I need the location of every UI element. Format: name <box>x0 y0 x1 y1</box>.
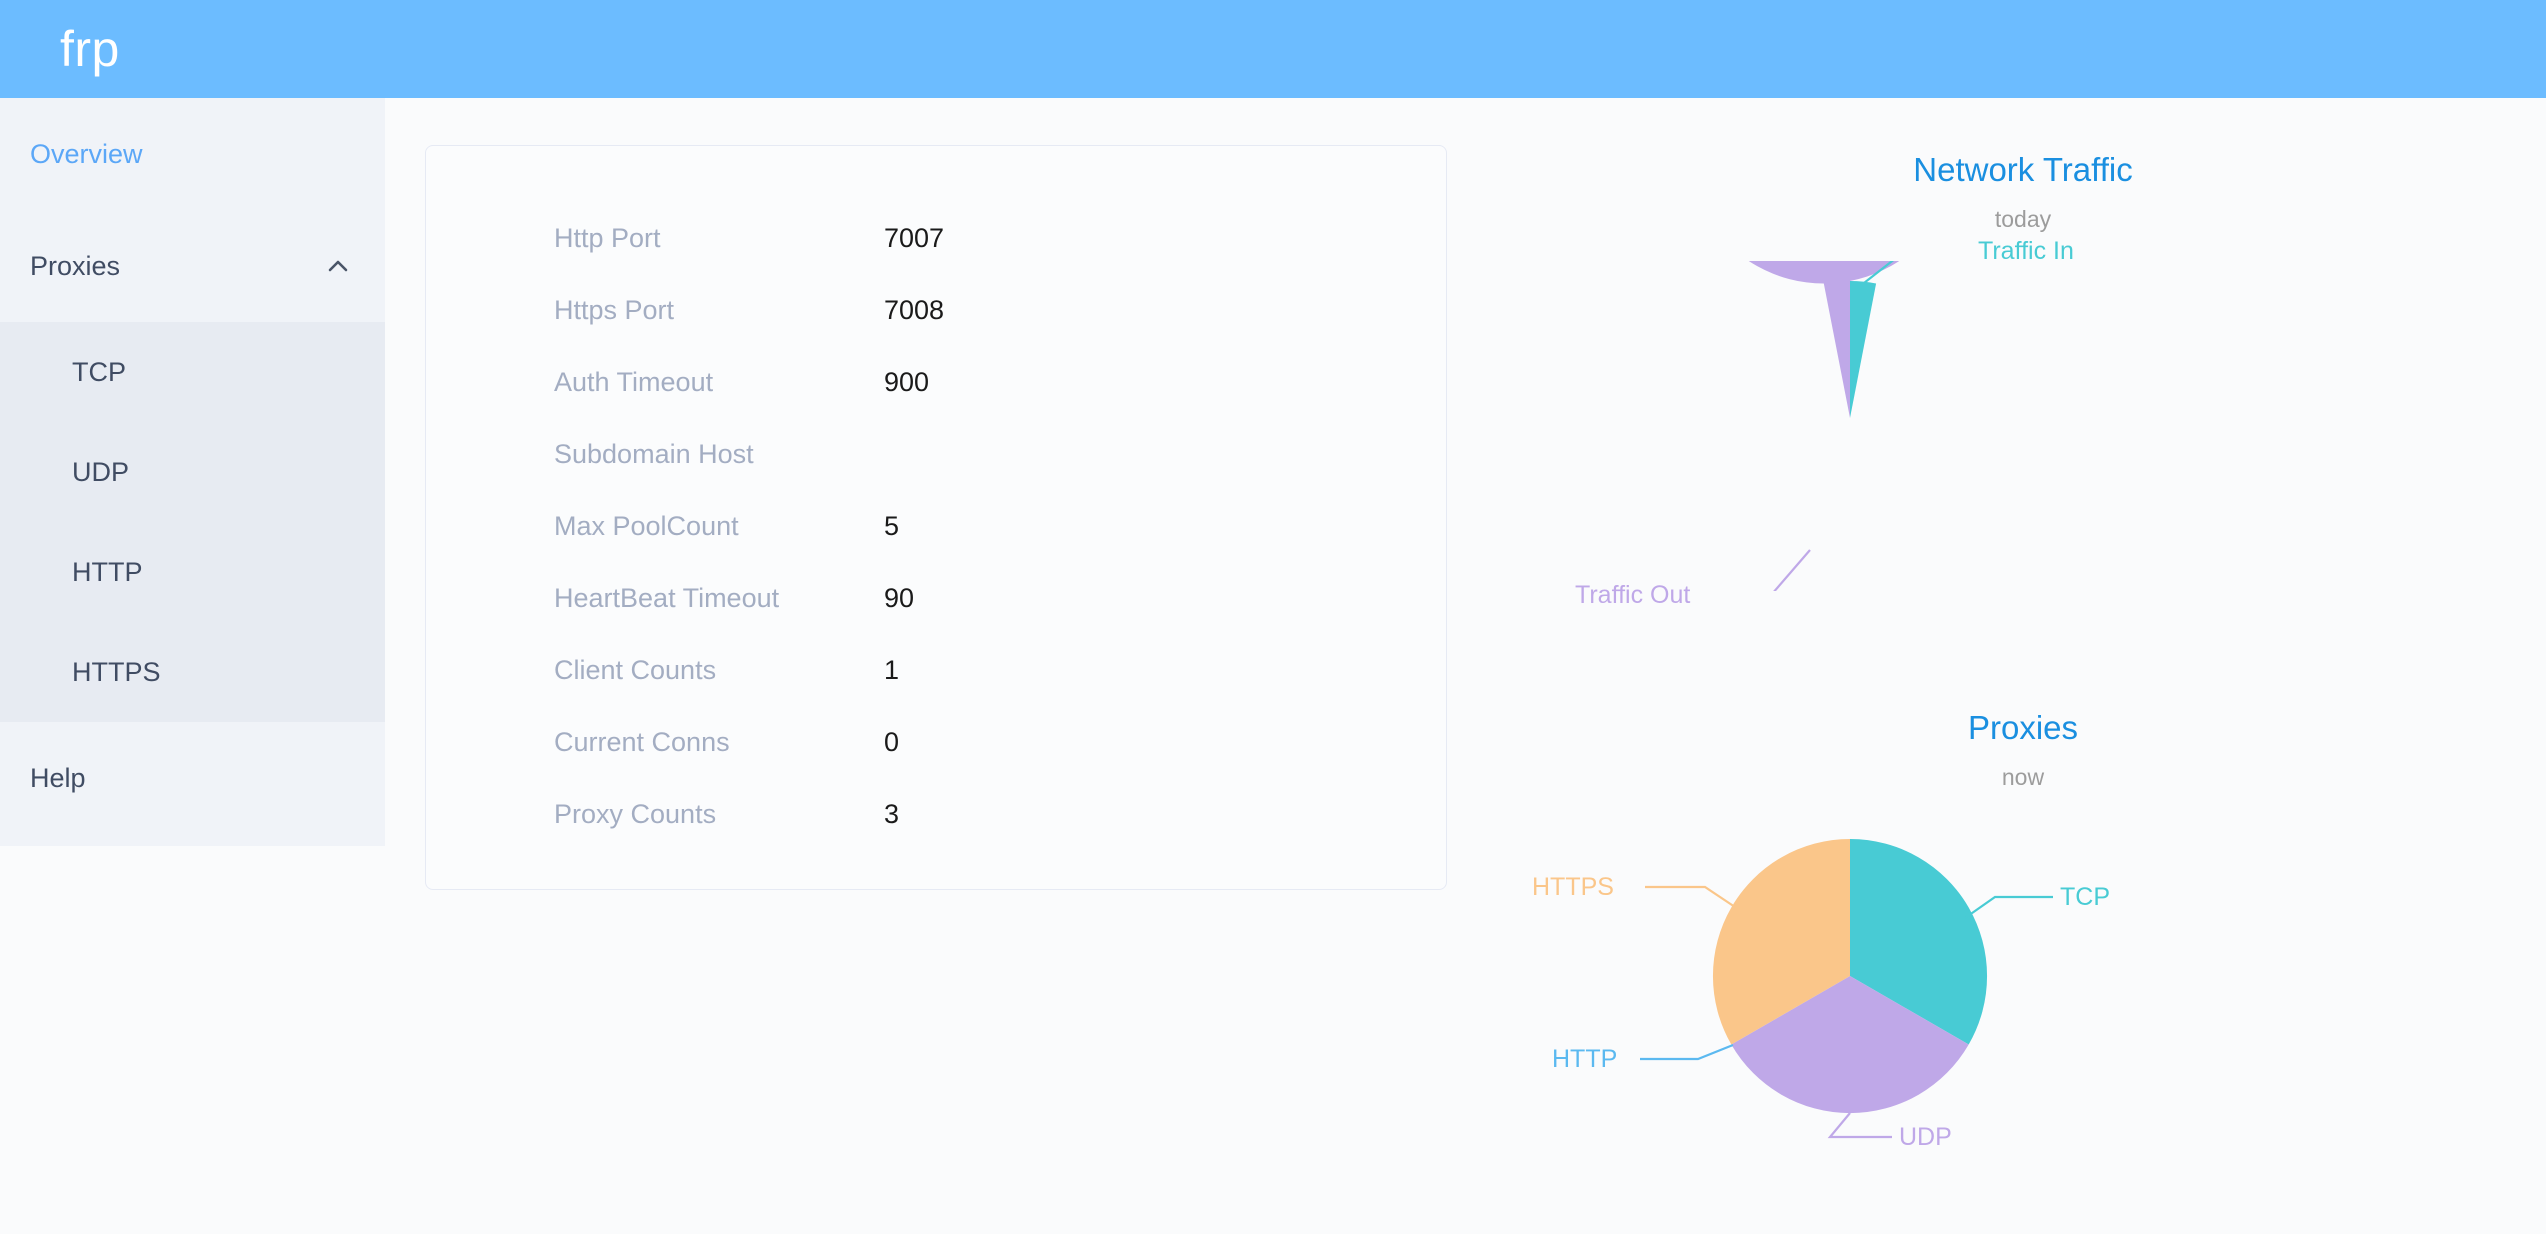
info-value-heartbeat-timeout: 90 <box>884 582 915 613</box>
pie-label-http: HTTP <box>1552 1045 1618 1073</box>
info-label-subdomain-host: Subdomain Host <box>554 438 754 469</box>
pie-label-traffic-in: Traffic In <box>1978 237 2074 265</box>
sidebar-subitem-tcp-label: TCP <box>72 356 126 387</box>
info-label-max-poolcount: Max PoolCount <box>554 510 739 541</box>
info-value-max-poolcount: 5 <box>884 510 900 541</box>
sidebar-subitem-udp-label: UDP <box>72 456 130 487</box>
info-value-proxy-counts: 3 <box>884 798 900 829</box>
traffic-in-leader-line <box>1863 261 1894 284</box>
https-leader-line <box>1645 885 1739 910</box>
table-row: Current Conns 0 <box>426 706 1446 778</box>
server-info-card: Http Port 7007 Https Port 7008 Auth Time… <box>425 145 1447 890</box>
sidebar-subitem-https[interactable]: HTTPS <box>0 622 385 722</box>
udp-leader-line <box>1827 1112 1892 1139</box>
proxies-title: Proxies <box>1967 709 2079 746</box>
info-value-https-port: 7008 <box>884 294 945 325</box>
table-row: Max PoolCount 5 <box>426 490 1446 562</box>
table-row: Http Port 7007 <box>426 202 1446 274</box>
info-label-proxy-counts: Proxy Counts <box>554 798 717 829</box>
info-label-heartbeat-timeout: HeartBeat Timeout <box>554 582 780 613</box>
pie-slice-udp <box>1731 976 1969 1114</box>
sidebar-item-proxies[interactable]: Proxies <box>0 210 385 322</box>
info-value-auth-timeout: 900 <box>884 366 930 397</box>
sidebar-subitem-udp[interactable]: UDP <box>0 422 385 522</box>
table-row: Https Port 7008 <box>426 274 1446 346</box>
proxies-pie: TCP UDP HTTP HTTPS <box>1500 819 2546 1159</box>
pie-label-https: HTTPS <box>1532 873 1614 901</box>
sidebar-submenu-proxies: TCP UDP HTTP HTTPS <box>0 322 385 722</box>
proxies-subtitle: now <box>2001 764 2045 790</box>
sidebar-subitem-http-label: HTTP <box>72 556 143 587</box>
tcp-leader-line <box>1964 895 2053 919</box>
table-row: Subdomain Host <box>426 418 1446 490</box>
sidebar-item-help[interactable]: Help <box>0 722 385 834</box>
info-value-http-port: 7007 <box>884 222 945 253</box>
sidebar-subitem-https-label: HTTPS <box>72 656 161 687</box>
pie-label-udp: UDP <box>1899 1123 1952 1151</box>
app-header: frp <box>0 0 2546 98</box>
chevron-up-icon[interactable] <box>323 251 353 281</box>
table-row: Auth Timeout 900 <box>426 346 1446 418</box>
proxies-chart: Proxies now <box>1500 591 2546 1159</box>
info-label-current-conns: Current Conns <box>554 726 730 757</box>
info-label-client-counts: Client Counts <box>554 654 717 685</box>
info-value-current-conns: 0 <box>884 726 900 757</box>
pie-slice-traffic-in <box>1850 281 1877 418</box>
info-label-auth-timeout: Auth Timeout <box>554 366 714 397</box>
network-traffic-title: Network Traffic <box>1913 151 2133 188</box>
server-info-list: Http Port 7007 Https Port 7008 Auth Time… <box>426 146 1446 850</box>
pie-slice-https <box>1712 839 1850 1045</box>
network-traffic-subtitle: today <box>1994 206 2052 232</box>
table-row: Proxy Counts 3 <box>426 778 1446 850</box>
sidebar-item-overview[interactable]: Overview <box>0 98 385 210</box>
pie-slice-traffic-out <box>1748 261 1900 418</box>
sidebar-item-proxies-label: Proxies <box>30 250 121 281</box>
pie-slice-tcp <box>1850 839 1988 1045</box>
pie-label-tcp: TCP <box>2060 883 2110 911</box>
charts-column: Network Traffic today Traffic In Traffic… <box>1500 98 2546 1234</box>
sidebar-item-help-label: Help <box>30 762 86 793</box>
http-leader-line <box>1640 1043 1734 1061</box>
sidebar-item-overview-label: Overview <box>30 138 143 169</box>
info-label-https-port: Https Port <box>554 294 675 325</box>
network-traffic-pie: Traffic In Traffic Out <box>1500 239 2546 608</box>
sidebar-nav: Overview Proxies TCP UDP HTTP HTTPS <box>0 98 385 846</box>
network-traffic-chart: Network Traffic today Traffic In Traffic… <box>1500 98 2546 608</box>
info-label-http-port: Http Port <box>554 222 661 253</box>
info-value-client-counts: 1 <box>884 654 900 685</box>
table-row: Client Counts 1 <box>426 634 1446 706</box>
pie-label-traffic-out: Traffic Out <box>1575 581 1691 609</box>
traffic-out-leader-line <box>1773 549 1811 591</box>
sidebar-subitem-tcp[interactable]: TCP <box>0 322 385 422</box>
sidebar-subitem-http[interactable]: HTTP <box>0 522 385 622</box>
table-row: HeartBeat Timeout 90 <box>426 562 1446 634</box>
app-brand-title: frp <box>60 21 120 77</box>
